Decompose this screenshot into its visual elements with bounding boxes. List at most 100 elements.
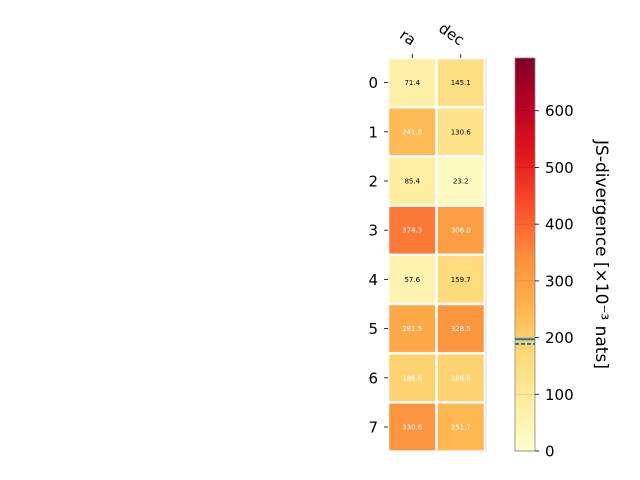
cell-value-label: 23.2 xyxy=(453,178,469,186)
cell-value-label: 251.7 xyxy=(451,424,471,432)
colorbar-segment xyxy=(515,362,535,367)
cell-value-label: 306.0 xyxy=(451,227,471,235)
colorbar-segment xyxy=(515,293,535,298)
cell-value-label: 85.4 xyxy=(404,178,420,186)
colorbar-segment xyxy=(515,58,535,62)
cell-value-label: 241.8 xyxy=(402,128,422,136)
colorbar-segment xyxy=(515,431,535,436)
colorbar-segment xyxy=(515,287,535,292)
colorbar-segment xyxy=(515,198,535,203)
y-tick-label: 0 xyxy=(368,74,378,92)
x-axis: ra dec xyxy=(396,19,468,58)
colorbar-segment xyxy=(515,64,535,69)
colorbar-segment xyxy=(515,421,535,426)
heatmap-cells: 71.4 145.1 241.8 130.6 85.4 23.2 374.3 306.0 57.… xyxy=(389,58,487,452)
colorbar-segment xyxy=(515,342,535,347)
colorbar-segment xyxy=(515,123,535,128)
y-tick-label: 2 xyxy=(368,173,378,191)
colorbar-tick-label: 200 xyxy=(545,329,574,347)
colorbar-tick-label: 400 xyxy=(545,216,574,234)
colorbar-segment xyxy=(515,166,535,170)
colorbar-segment xyxy=(515,339,535,344)
colorbar-label: JS-divergence [×10⁻³ nats] xyxy=(591,139,611,369)
colorbar-segment xyxy=(515,225,535,229)
colorbar-segment xyxy=(515,290,535,295)
colorbar-tick-label: 0 xyxy=(545,443,555,461)
colorbar-segment xyxy=(515,316,535,321)
colorbar-segment xyxy=(515,277,535,282)
colorbar-segment xyxy=(515,113,535,118)
colorbar-segment xyxy=(515,418,535,423)
cell-value-label: 145.1 xyxy=(451,79,471,87)
heatmap-cell xyxy=(437,108,484,156)
colorbar-segment xyxy=(515,208,535,213)
colorbar-segment xyxy=(515,261,535,265)
colorbar-segment xyxy=(515,175,535,180)
colorbar-segment xyxy=(515,172,535,177)
colorbar-segment xyxy=(515,97,535,102)
colorbar-segment xyxy=(515,300,535,305)
cell-value-label: 186.6 xyxy=(451,374,472,382)
colorbar-segment xyxy=(515,116,535,121)
colorbar-segment xyxy=(515,398,535,403)
colorbar-segment xyxy=(515,195,535,200)
x-tick-label: ra xyxy=(396,26,419,50)
colorbar-segment xyxy=(515,162,535,167)
cell-value-label: 374.3 xyxy=(402,227,422,235)
heatmap-cell xyxy=(437,157,484,205)
colorbar-segment xyxy=(515,326,535,331)
colorbar-segment xyxy=(515,238,535,242)
colorbar-segment xyxy=(515,110,535,115)
colorbar-segment xyxy=(515,156,535,161)
heatmap-cell xyxy=(437,59,484,106)
colorbar-segment xyxy=(515,428,535,432)
colorbar-segment xyxy=(515,241,535,246)
colorbar-segment xyxy=(515,267,535,272)
colorbar-segment xyxy=(515,71,535,75)
colorbar-segment xyxy=(515,94,535,98)
colorbar-tick-label: 300 xyxy=(545,272,574,290)
colorbar-segment xyxy=(515,447,535,452)
y-tick-label: 5 xyxy=(368,320,378,338)
cell-value-label: 186.6 xyxy=(402,374,423,382)
heatmap-cell xyxy=(389,403,436,451)
y-tick-label: 4 xyxy=(368,271,378,289)
heatmap-cell xyxy=(389,256,436,303)
cell-value-label: 159.7 xyxy=(451,276,471,284)
cell-value-label: 330.6 xyxy=(402,424,423,432)
colorbar-segment xyxy=(515,352,535,357)
colorbar-segment xyxy=(515,120,535,125)
colorbar-segment xyxy=(515,185,535,190)
cell-value-label: 328.5 xyxy=(451,325,471,333)
colorbar-segment xyxy=(515,365,535,370)
colorbar-segment xyxy=(515,152,535,157)
heatmap-cell xyxy=(389,305,436,352)
colorbar-segment xyxy=(515,414,535,419)
colorbar-segment xyxy=(515,329,535,334)
cell-value-label: 71.4 xyxy=(404,79,420,87)
colorbar-segment xyxy=(515,179,535,184)
colorbar-segment xyxy=(515,257,535,262)
colorbar-segment xyxy=(515,67,535,72)
colorbar-segment xyxy=(515,434,535,439)
heatmap-cell xyxy=(389,108,436,156)
colorbar-segment xyxy=(515,411,535,416)
x-tick-label: dec xyxy=(435,19,467,49)
colorbar-segment xyxy=(515,74,535,79)
heatmap-cell xyxy=(437,206,484,254)
colorbar-segment xyxy=(515,372,535,377)
y-tick-label: 6 xyxy=(368,369,378,387)
colorbar-segment xyxy=(515,283,535,288)
colorbar-segment xyxy=(515,323,535,328)
colorbar-segment xyxy=(515,234,535,239)
cell-value-label: 130.6 xyxy=(451,128,472,136)
colorbar-segment xyxy=(515,80,535,85)
colorbar-segment xyxy=(515,244,535,249)
colorbar-segment xyxy=(515,306,535,311)
colorbar-segment xyxy=(515,395,535,400)
colorbar-segment xyxy=(515,130,535,134)
colorbar-segment xyxy=(515,333,535,337)
y-tick-label: 1 xyxy=(368,123,378,141)
cell-value-label: 57.6 xyxy=(404,276,420,284)
